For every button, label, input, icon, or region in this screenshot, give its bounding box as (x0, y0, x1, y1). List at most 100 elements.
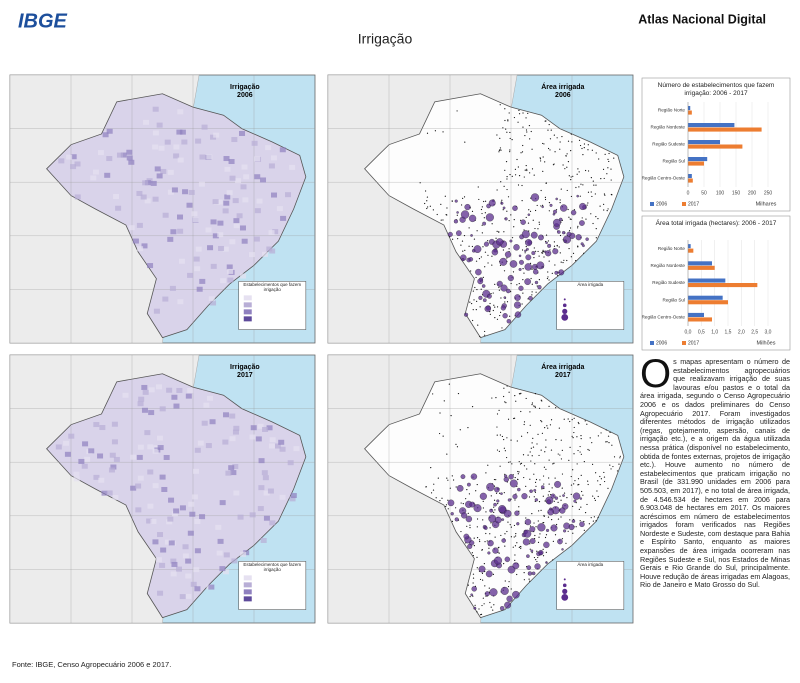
dot (578, 508, 580, 511)
dot (514, 168, 516, 170)
cell (144, 430, 151, 436)
dot (475, 276, 477, 279)
dot (480, 614, 482, 616)
dot (548, 490, 550, 493)
dot (569, 227, 572, 229)
dot (457, 392, 460, 395)
legend-label: 2006 (656, 340, 667, 346)
cell (206, 395, 213, 401)
dot (534, 406, 536, 409)
dot-large (461, 258, 465, 262)
cell (232, 464, 239, 470)
dot-large (541, 205, 544, 209)
dot (547, 516, 550, 518)
dot (595, 215, 597, 218)
dot (548, 201, 551, 204)
dot (600, 178, 602, 180)
dot (517, 473, 519, 475)
dot-large (554, 496, 559, 500)
dot (577, 245, 579, 247)
dot (498, 409, 500, 411)
cell (231, 137, 238, 143)
cell (140, 194, 147, 200)
x-tick-label: 250 (764, 190, 773, 196)
dot (587, 202, 589, 204)
cell (212, 233, 219, 239)
cell (224, 166, 231, 172)
dot-large (533, 269, 539, 275)
dot (475, 490, 477, 492)
cell (239, 130, 246, 136)
dot (504, 401, 506, 403)
cell (249, 512, 256, 518)
dot (548, 210, 550, 212)
map-title: Irrigação (230, 364, 260, 371)
dot (522, 454, 525, 456)
dot (579, 195, 581, 197)
dot (603, 193, 606, 195)
dot-large (504, 251, 512, 258)
dot-large (518, 285, 524, 291)
dot (554, 151, 556, 153)
dot (583, 529, 585, 531)
dot (538, 454, 540, 457)
dot-large (527, 571, 533, 576)
dot (496, 434, 498, 436)
dot (570, 176, 572, 178)
cell (262, 426, 269, 432)
dot (525, 246, 527, 248)
dot (541, 252, 543, 254)
dot (468, 493, 471, 495)
dot (534, 491, 537, 493)
cell (195, 138, 202, 144)
dot (531, 402, 534, 404)
dot-large (538, 234, 544, 241)
category-label: Região Sudeste (652, 142, 685, 147)
dot (432, 489, 435, 491)
dot (474, 604, 476, 606)
dot (539, 479, 541, 481)
cell (135, 483, 142, 489)
dot (573, 417, 575, 419)
dot-large (494, 516, 502, 524)
dot (528, 578, 530, 580)
dot (492, 292, 494, 294)
dot (568, 175, 570, 177)
dot (527, 112, 529, 114)
dot (492, 309, 494, 312)
dot (574, 480, 576, 482)
dot-large (506, 288, 511, 294)
dot-large (467, 482, 471, 487)
cell (260, 177, 267, 183)
cell (233, 490, 240, 496)
dot (544, 161, 546, 163)
dot (491, 264, 493, 266)
dot (529, 172, 531, 174)
dot (590, 191, 592, 193)
dot-large (470, 234, 473, 237)
legend-swatch (682, 341, 686, 345)
dot-large (537, 523, 546, 532)
cell (157, 445, 164, 451)
cell (226, 190, 233, 196)
cell (248, 252, 255, 258)
dot-large (558, 269, 565, 276)
dot (516, 440, 518, 442)
legend-swatch (562, 583, 567, 588)
dot (567, 160, 570, 163)
dot (494, 283, 496, 285)
dot-large (530, 549, 534, 553)
dot (544, 196, 546, 199)
dot (517, 478, 519, 481)
dot (534, 227, 536, 230)
dot (503, 185, 505, 187)
dot (536, 443, 538, 445)
cell (233, 223, 240, 229)
cell (267, 488, 274, 494)
dot (509, 149, 511, 151)
dot-large (524, 263, 532, 271)
legend-swatch (243, 295, 252, 301)
dot (545, 120, 547, 122)
dot (498, 151, 500, 153)
dot (507, 119, 509, 121)
